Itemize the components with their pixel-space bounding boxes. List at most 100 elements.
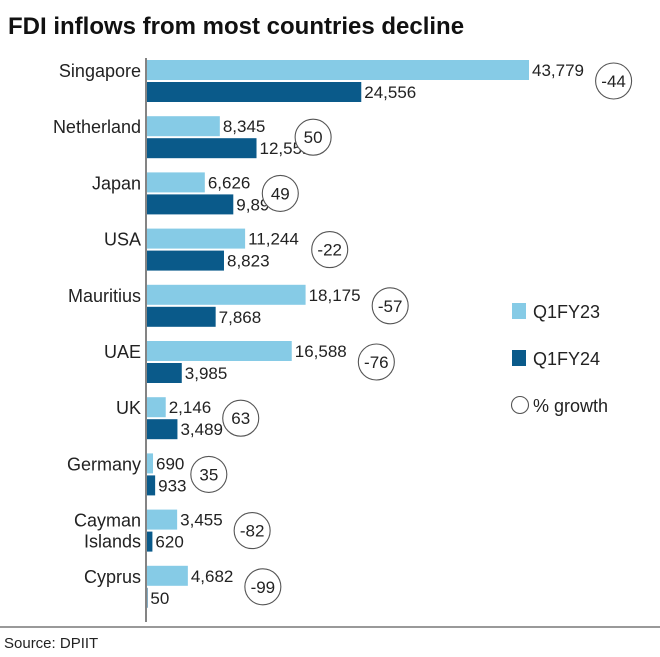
value-label-q1fy23: 2,146 [169, 398, 212, 417]
category-label-line: Singapore [59, 61, 141, 81]
legend-growth-circle [510, 395, 530, 415]
bar-q1fy24 [147, 587, 148, 608]
growth-circle [294, 118, 332, 156]
growth-circle [261, 174, 299, 212]
legend-label-q1fy24: Q1FY24 [533, 349, 600, 369]
value-label-q1fy24: 933 [158, 476, 186, 495]
category-label-line: UK [116, 398, 141, 418]
growth-value: -76 [364, 353, 389, 372]
value-label-q1fy24: 24,556 [364, 83, 416, 102]
value-label-q1fy24: 3,489 [180, 420, 223, 439]
category-label-line: USA [104, 230, 141, 250]
category-group: Mauritius 18,175 7,868 -57 [68, 284, 409, 327]
bar-q1fy24 [147, 306, 216, 327]
category-label-line: Germany [67, 454, 141, 474]
bar-q1fy23 [147, 509, 178, 530]
value-label-q1fy23: 11,244 [248, 230, 299, 249]
bar-q1fy24 [147, 419, 178, 440]
value-label-q1fy23: 18,175 [309, 286, 361, 305]
category-label: UAE [104, 342, 141, 362]
category-label: Japan [92, 173, 141, 193]
value-label-q1fy23: 690 [156, 454, 184, 473]
value-label-q1fy24: 50 [150, 589, 169, 608]
growth-value: -99 [251, 578, 276, 597]
chart-title: FDI inflows from most countries decline [8, 13, 464, 40]
category-label-line: Mauritius [68, 286, 141, 306]
growth-value: 63 [231, 409, 250, 428]
value-label-q1fy23: 8,345 [223, 117, 266, 136]
category-label-line: Netherland [53, 117, 141, 137]
growth-circle [222, 399, 260, 437]
legend: Q1FY23 Q1FY24 % growth [510, 302, 608, 416]
value-label-q1fy23: 43,779 [532, 61, 584, 80]
bar-q1fy24 [147, 194, 234, 215]
category-group: UAE 16,588 3,985 -76 [104, 341, 395, 383]
category-group: Cyprus 4,682 50 -99 [84, 565, 282, 608]
source-note: Source: DPIIT [4, 635, 98, 652]
category-label-line: Cayman [74, 511, 141, 531]
growth-circle [190, 455, 228, 493]
category-label: Cyprus [84, 567, 141, 587]
category-label: Mauritius [68, 286, 141, 306]
value-label-q1fy23: 6,626 [208, 173, 251, 192]
growth-circle [244, 568, 282, 606]
value-label-q1fy24: 7,868 [219, 308, 262, 327]
growth-circle [371, 287, 409, 325]
bars-group: Singapore 43,779 24,556 -44 Netherland 8,345 1… [53, 60, 633, 608]
category-group: Germany 690 933 35 [67, 453, 228, 496]
bar-q1fy23 [147, 172, 205, 193]
category-label: UK [116, 398, 141, 418]
legend-swatch-q1fy24 [512, 350, 526, 366]
category-group: USA 11,244 8,823 -22 [104, 228, 349, 271]
bar-q1fy23 [147, 453, 154, 474]
bar-q1fy24 [147, 531, 153, 552]
growth-value: 49 [271, 184, 290, 203]
value-label-q1fy24: 3,985 [185, 364, 228, 383]
growth-circle [311, 231, 349, 269]
bar-q1fy23 [147, 397, 166, 418]
growth-value: -82 [240, 522, 265, 541]
category-label-line: Japan [92, 173, 141, 193]
bar-q1fy24 [147, 250, 224, 271]
bar-q1fy23 [147, 228, 246, 249]
growth-value: 35 [199, 465, 218, 484]
value-label-q1fy24: 620 [155, 533, 183, 552]
category-group: Cayman Islands 3,455 620 -82 [74, 509, 271, 552]
bar-q1fy24 [147, 82, 362, 102]
category-group: UK 2,146 3,489 63 [116, 397, 260, 440]
legend-label-growth: % growth [533, 396, 608, 416]
legend-swatch-q1fy23 [512, 303, 526, 319]
growth-value: -57 [378, 297, 403, 316]
bar-q1fy23 [147, 284, 306, 305]
category-label: Cayman Islands [74, 511, 141, 552]
value-label-q1fy23: 3,455 [180, 511, 223, 530]
category-label: USA [104, 230, 141, 250]
category-group: Singapore 43,779 24,556 -44 [59, 60, 633, 102]
growth-circle [233, 512, 271, 550]
bar-q1fy23 [147, 341, 292, 361]
bar-q1fy24 [147, 138, 257, 159]
growth-circle [357, 343, 395, 381]
category-label-line: Islands [84, 532, 141, 552]
bar-q1fy23 [147, 116, 220, 137]
growth-circle [595, 62, 633, 100]
bar-q1fy24 [147, 363, 182, 383]
growth-value: -22 [317, 241, 342, 260]
value-label-q1fy23: 4,682 [191, 567, 234, 586]
legend-label-q1fy23: Q1FY23 [533, 302, 600, 322]
value-label-q1fy23: 16,588 [295, 342, 347, 361]
growth-value: -44 [601, 72, 626, 91]
category-label: Germany [67, 454, 141, 474]
category-label-line: Cyprus [84, 567, 141, 587]
value-label-q1fy24: 8,823 [227, 252, 270, 271]
growth-value: 50 [304, 128, 323, 147]
bar-q1fy23 [147, 565, 188, 586]
category-label: Singapore [59, 61, 141, 81]
bar-q1fy24 [147, 475, 156, 496]
category-label-line: UAE [104, 342, 141, 362]
category-label: Netherland [53, 117, 141, 137]
bar-q1fy23 [147, 60, 529, 80]
